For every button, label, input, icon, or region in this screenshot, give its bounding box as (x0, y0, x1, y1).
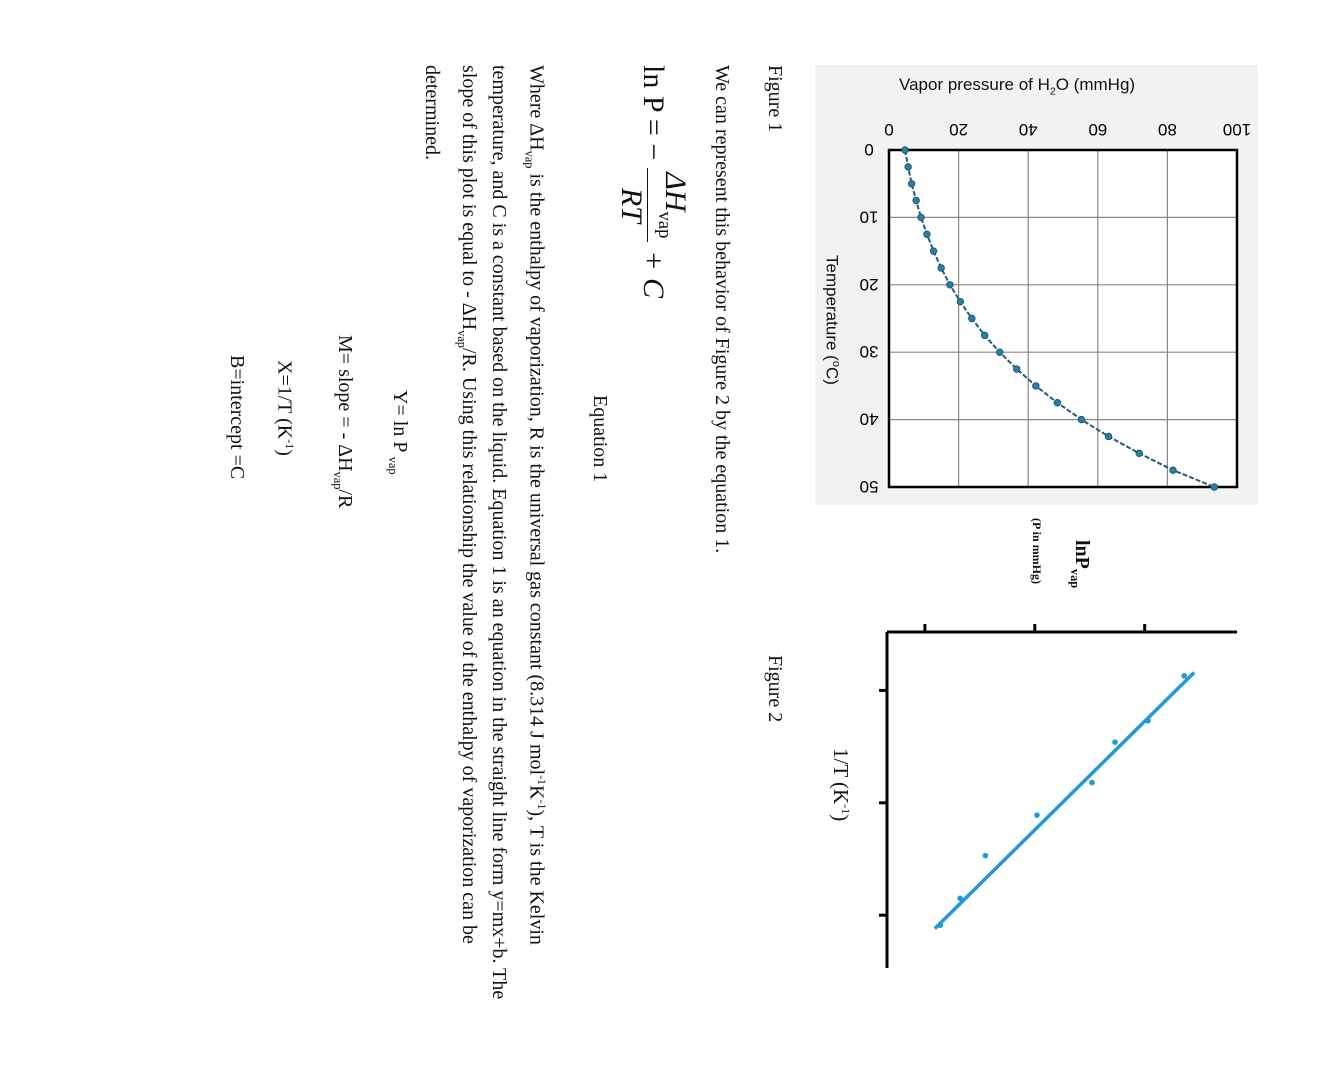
data-point (982, 852, 989, 859)
figure-2-ylabel: lnPvap (1068, 540, 1093, 589)
b-definition: B=intercept =C (226, 355, 248, 480)
y-tick-label: 40 (1019, 120, 1038, 139)
equation-fraction: ΔHvap RT (615, 168, 692, 243)
x-tick-label: 50 (860, 477, 879, 496)
figure-1-chart: 0 10 20 30 40 50 0 20 40 60 80 100 (815, 65, 1258, 505)
equation-lhs: ln P = − (637, 65, 670, 161)
equation-rhs: + C (637, 250, 670, 299)
data-point (937, 922, 944, 929)
data-point (957, 895, 963, 902)
plot-area (889, 150, 1237, 487)
figure-2-ylabel-note: (P in mmHg) (1030, 518, 1044, 584)
data-point (981, 331, 989, 340)
data-point (956, 297, 965, 306)
data-point (901, 146, 909, 154)
intro-text: We can represent this behavior of Figure… (711, 65, 733, 554)
equation-label: Equation 1 (589, 395, 611, 483)
figure-1-ylabel: Vapor pressure of H2O (mmHg) (899, 75, 1136, 98)
fit-line (933, 671, 1196, 930)
data-point (1135, 449, 1143, 457)
x-tick-label: 40 (860, 410, 879, 429)
m-definition: M= slope = - ΔHvap/R (331, 335, 356, 509)
data-point (937, 264, 945, 272)
y-tick-label: 60 (1088, 120, 1107, 139)
y-tick-label: 100 (1223, 120, 1251, 139)
data-point (968, 314, 976, 323)
data-point (946, 281, 954, 289)
data-point (1013, 365, 1021, 373)
data-point (929, 247, 938, 255)
data-point (1104, 432, 1113, 441)
y-tick-label: 20 (949, 120, 968, 139)
data-point (995, 348, 1004, 356)
data-point (917, 213, 925, 222)
figure-1-caption: Figure 1 (764, 65, 786, 133)
x-tick-label: 0 (864, 140, 873, 159)
data-point (907, 179, 916, 188)
data-point (1034, 812, 1040, 818)
x-tick-label: 20 (860, 275, 879, 294)
data-point (1169, 466, 1177, 474)
data-point (1181, 673, 1188, 679)
equation-1: ln P = − ΔHvap RT + C (615, 65, 692, 299)
figure-2-caption: Figure 2 (764, 655, 786, 723)
x-tick-label: 10 (860, 207, 879, 226)
figure-2-chart (879, 624, 1237, 968)
data-point (1089, 779, 1095, 786)
y-definition: Y= ln P vap (386, 390, 411, 475)
data-point (1210, 483, 1219, 491)
data-point (1032, 382, 1040, 390)
y-tick-label: 80 (1158, 120, 1177, 139)
data-point (923, 230, 931, 238)
data-point (1112, 739, 1118, 745)
y-tick-label: 0 (884, 120, 893, 139)
data-point (1077, 415, 1086, 424)
plot-border (887, 148, 1239, 489)
data-point (1053, 399, 1062, 407)
x-tick-label: 30 (860, 342, 879, 361)
data-point (912, 196, 920, 205)
x-definition: X=1/T (K-1) (273, 360, 297, 456)
figure-1-xlabel: Temperature (oC) (822, 255, 842, 385)
data-point (904, 163, 912, 171)
data-point (1145, 717, 1151, 724)
figure-2-xlabel: 1/T (K-1) (829, 748, 853, 822)
explanation-paragraph: Where ΔHvap is the enthalpy of vaporizat… (421, 65, 549, 1000)
